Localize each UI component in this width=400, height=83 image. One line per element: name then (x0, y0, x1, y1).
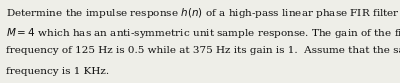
Text: $M = 4$ which has an anti-symmetric unit sample response. The gain of the filter: $M = 4$ which has an anti-symmetric unit… (6, 26, 400, 40)
Text: frequency is 1 KHz.: frequency is 1 KHz. (6, 67, 109, 76)
Text: frequency of 125 Hz is 0.5 while at 375 Hz its gain is 1.  Assume that the sampl: frequency of 125 Hz is 0.5 while at 375 … (6, 46, 400, 55)
Text: Determine the impulse response $h(n)$ of a high-pass linear phase FIR filter of : Determine the impulse response $h(n)$ of… (6, 6, 400, 20)
